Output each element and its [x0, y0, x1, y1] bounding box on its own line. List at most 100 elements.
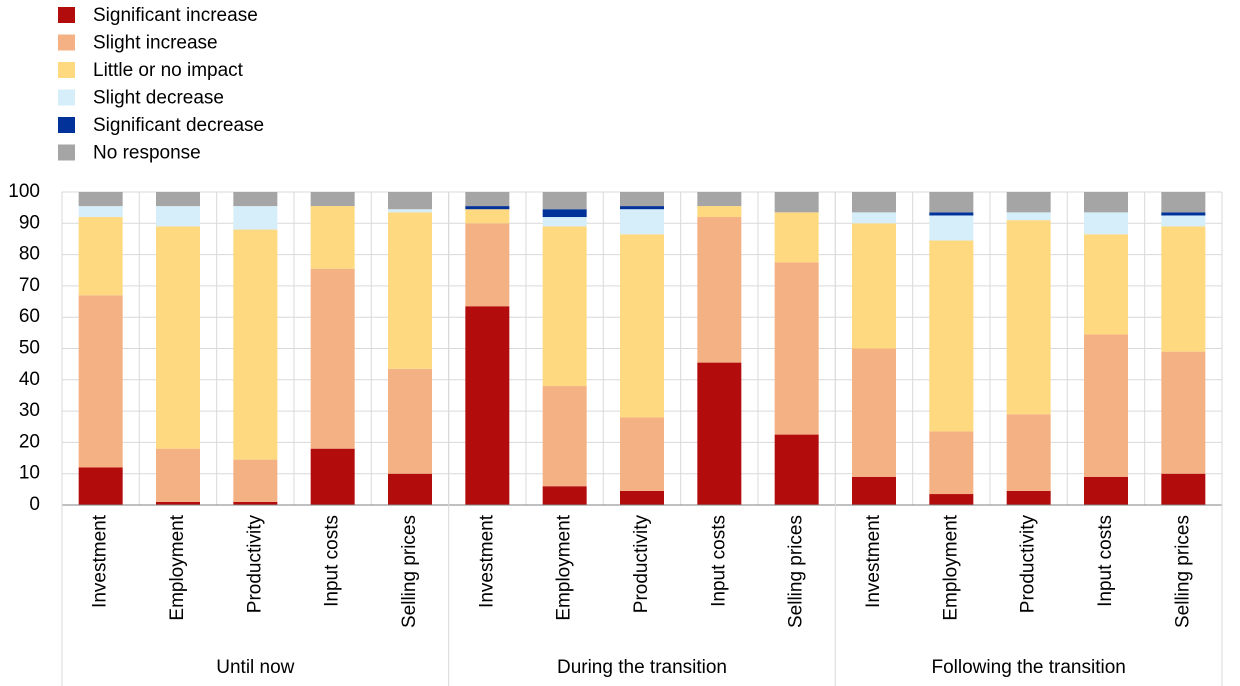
y-tick-label: 50: [19, 338, 40, 359]
bar-segment: [542, 209, 587, 218]
legend-swatch: [58, 117, 75, 133]
bar-segment: [620, 234, 664, 418]
bar-segment: [233, 229, 278, 460]
bar-segment: [774, 192, 819, 213]
bar-segment: [233, 459, 278, 502]
bar-segment: [852, 212, 896, 224]
x-tick-label: Input costs: [322, 515, 343, 607]
y-tick-label: 80: [19, 244, 40, 265]
bar-segment: [929, 215, 974, 241]
bar-segment: [620, 192, 664, 207]
legend-swatch: [58, 34, 75, 51]
bar-segment: [929, 494, 974, 505]
group-label: During the transition: [557, 657, 727, 678]
bar-segment: [465, 223, 510, 307]
bar-segment: [929, 212, 974, 216]
legend-swatch: [58, 7, 75, 23]
bar-segment: [542, 192, 587, 210]
bar-segment: [465, 306, 510, 505]
bar-segment: [1161, 226, 1206, 352]
group-label: Until now: [216, 657, 294, 678]
bar-segment: [1006, 192, 1051, 213]
bar-segment: [1006, 490, 1051, 505]
y-tick-label: 0: [29, 494, 40, 515]
bar-segment: [78, 206, 123, 218]
x-tick-label: Employment: [167, 514, 188, 620]
legend-swatch: [58, 62, 75, 78]
legend-label: No response: [93, 143, 201, 164]
legend-swatch: [58, 144, 75, 161]
x-tick-label: Productivity: [1018, 515, 1039, 614]
bar-segment: [1161, 473, 1206, 505]
bar-segment: [929, 192, 974, 213]
bar-segment: [542, 217, 587, 227]
x-tick-label: Selling prices: [1172, 515, 1193, 628]
bar-segment: [310, 206, 355, 269]
y-tick-label: 10: [19, 463, 40, 484]
bar-segment: [774, 262, 819, 435]
bar-segment: [697, 217, 742, 363]
bar-segment: [310, 192, 355, 207]
bar-segment: [388, 473, 432, 505]
legend-label: Significant decrease: [93, 115, 264, 136]
bar-segment: [1084, 476, 1128, 505]
bar-segment: [852, 192, 896, 213]
x-tick-label: Investment: [863, 514, 884, 608]
bar-segment: [233, 192, 278, 207]
bar-segment: [156, 448, 200, 502]
bar-segment: [620, 417, 664, 491]
x-tick-label: Selling prices: [786, 515, 807, 628]
bar-segment: [1161, 192, 1206, 213]
bar-segment: [1084, 234, 1128, 335]
x-tick-label: Productivity: [631, 515, 652, 614]
bar-segment: [1006, 414, 1051, 491]
bar-segment: [78, 467, 123, 505]
bar-segment: [1161, 212, 1206, 216]
bar-segment: [78, 192, 123, 207]
bar-segment: [388, 192, 432, 210]
legend-label: Slight decrease: [93, 88, 224, 109]
legend-label: Slight increase: [93, 33, 218, 54]
bar-segment: [78, 217, 123, 296]
x-tick-label: Employment: [554, 514, 575, 620]
bar-segment: [1084, 212, 1128, 235]
y-tick-label: 90: [19, 212, 40, 233]
bar-segment: [388, 209, 432, 213]
bar-segment: [620, 206, 664, 210]
bar-segment: [774, 434, 819, 505]
bar-segment: [310, 268, 355, 449]
bar-segment: [465, 209, 510, 224]
bar-segment: [1006, 212, 1051, 221]
bar-segment: [542, 386, 587, 487]
bar-segment: [1161, 215, 1206, 227]
bar-segment: [697, 192, 742, 207]
bar-segment: [233, 501, 278, 505]
bar-segment: [78, 295, 123, 468]
bar-segment: [1161, 351, 1206, 474]
legend-label: Significant increase: [93, 5, 258, 26]
bar-segment: [1084, 334, 1128, 477]
x-tick-label: Investment: [90, 514, 111, 608]
bar-segment: [388, 368, 432, 474]
bar-segment: [852, 348, 896, 477]
bar-segment: [852, 476, 896, 505]
x-tick-label: Input costs: [1095, 515, 1116, 607]
y-tick-label: 70: [19, 275, 40, 296]
bar-segment: [156, 501, 200, 505]
bar-segment: [697, 362, 742, 505]
bar-segment: [156, 206, 200, 227]
x-tick-label: Selling prices: [399, 515, 420, 628]
y-tick-label: 40: [19, 369, 40, 390]
x-tick-label: Input costs: [708, 515, 729, 607]
bar-segment: [697, 206, 742, 218]
bar-segment: [156, 226, 200, 449]
bar-segment: [233, 206, 278, 230]
bar-segment: [1006, 220, 1051, 415]
y-tick-label: 30: [19, 400, 40, 421]
bar-segment: [542, 226, 587, 387]
bar-segment: [620, 209, 664, 235]
bar-segment: [465, 206, 510, 210]
bar-segment: [156, 192, 200, 207]
y-tick-label: 20: [19, 431, 40, 452]
